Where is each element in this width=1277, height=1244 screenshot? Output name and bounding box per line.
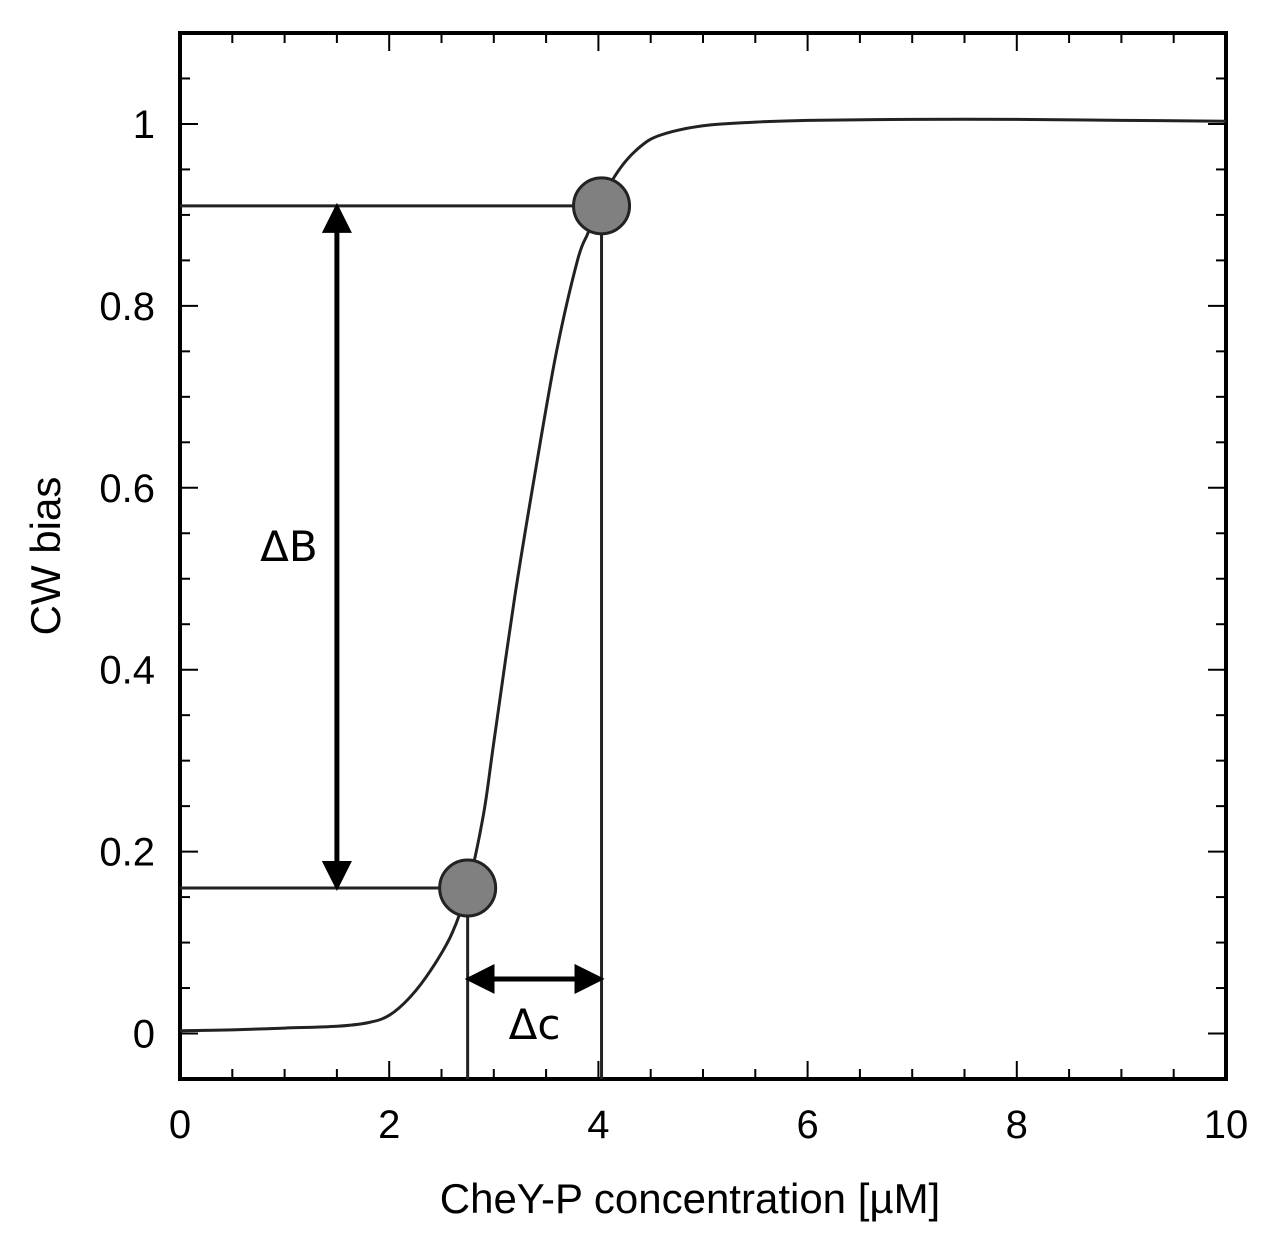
x-tick-label: 6 [796,1103,818,1147]
annotation-arrows: ΔB Δc [260,202,605,1049]
y-tick-label: 1 [133,103,155,147]
delta-c-label: Δc [509,1000,561,1049]
x-tick-labels: 0 2 4 6 8 10 [169,1103,1248,1147]
x-tick-label: 4 [587,1103,609,1147]
axis-ticks [180,33,1226,1079]
y-tick-label: 0.8 [99,285,155,329]
y-tick-label: 0.2 [99,831,155,875]
highlight-point [438,858,498,918]
x-tick-label: 0 [169,1103,191,1147]
highlight-points [438,176,632,918]
x-axis-title: CheY-P concentration [µM] [440,1175,940,1222]
guide-lines [180,204,604,1079]
y-tick-label: 0.4 [99,649,155,693]
y-tick-label: 0.6 [99,467,155,511]
y-tick-labels: 0 0.2 0.4 0.6 0.8 1 [99,103,155,1057]
x-tick-label: 10 [1204,1103,1249,1147]
x-tick-label: 2 [378,1103,400,1147]
y-tick-label: 0 [133,1013,155,1057]
delta-b-label: ΔB [260,522,318,571]
highlight-point [572,176,632,236]
y-axis-title: CW bias [22,477,69,636]
x-tick-label: 8 [1006,1103,1028,1147]
series-line [179,117,1227,1033]
